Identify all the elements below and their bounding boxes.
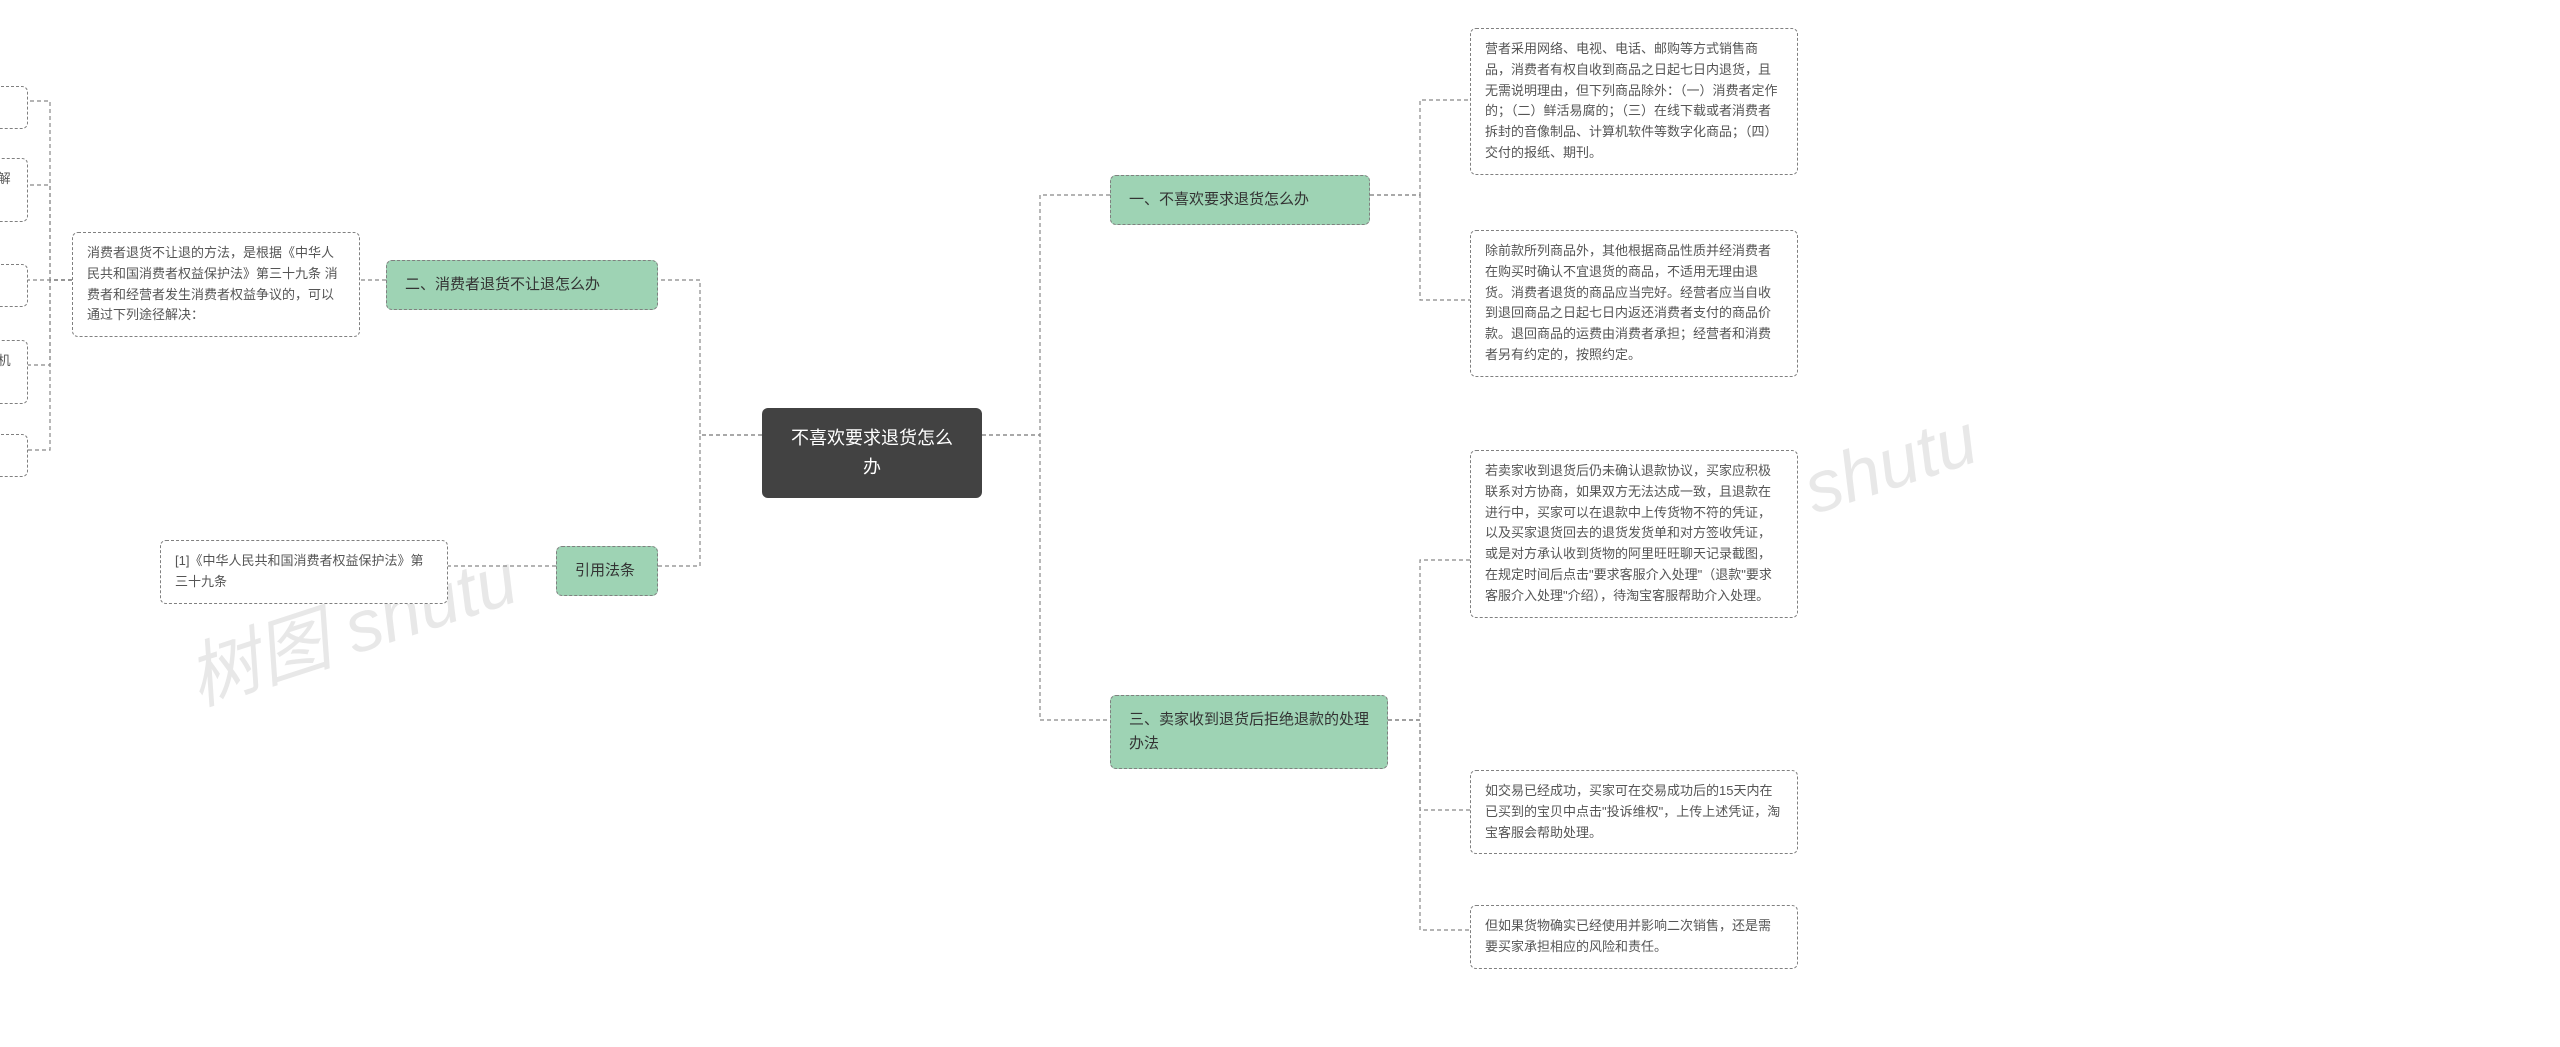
root-label: 不喜欢要求退货怎么办: [791, 428, 953, 477]
leaf-left-2-1: (一)与经营者协商和解；: [0, 86, 28, 129]
branch-label: 三、卖家收到退货后拒绝退款的处理办法: [1129, 711, 1369, 752]
branch-right-1: 一、不喜欢要求退货怎么办: [1110, 175, 1370, 225]
leaf-left-2-5: (五)向人民法院提起诉讼。: [0, 434, 28, 477]
leaf-right-1-2: 除前款所列商品外，其他根据商品性质并经消费者在购买时确认不宜退货的商品，不适用无…: [1470, 230, 1798, 377]
leaf-text: (二)请求消费者协会或者依法成立的其他调解组织调解；: [0, 171, 11, 207]
leaf-left-2-3: (三)向有关行政部门投诉；: [0, 264, 28, 307]
leaf-text: (四)根据与经营者达成的仲裁协议提请仲裁机构仲裁；: [0, 353, 11, 389]
leaf-left-2-4: (四)根据与经营者达成的仲裁协议提请仲裁机构仲裁；: [0, 340, 28, 404]
branch-right-3: 三、卖家收到退货后拒绝退款的处理办法: [1110, 695, 1388, 769]
branch-label: 引用法条: [575, 562, 635, 579]
branch-left-ref: 引用法条: [556, 546, 658, 596]
leaf-text: 若卖家收到退货后仍未确认退款协议，买家应积极联系对方协商，如果双方无法达成一致，…: [1485, 463, 1772, 603]
connector-layer: [0, 0, 2560, 1047]
leaf-text: 如交易已经成功，买家可在交易成功后的15天内在已买到的宝贝中点击"投诉维权"，上…: [1485, 783, 1780, 840]
branch-label: 一、不喜欢要求退货怎么办: [1129, 191, 1309, 208]
leaf-text: 营者采用网络、电视、电话、邮购等方式销售商品，消费者有权自收到商品之日起七日内退…: [1485, 41, 1778, 160]
leaf-left-ref-1: [1]《中华人民共和国消费者权益保护法》第三十九条: [160, 540, 448, 604]
root-node: 不喜欢要求退货怎么办: [762, 408, 982, 498]
leaf-text: 但如果货物确实已经使用并影响二次销售，还是需要买家承担相应的风险和责任。: [1485, 918, 1771, 954]
leaf-right-3-3: 但如果货物确实已经使用并影响二次销售，还是需要买家承担相应的风险和责任。: [1470, 905, 1798, 969]
leaf-left-2-2: (二)请求消费者协会或者依法成立的其他调解组织调解；: [0, 158, 28, 222]
leaf-left-intermediate: 消费者退货不让退的方法，是根据《中华人民共和国消费者权益保护法》第三十九条 消费…: [72, 232, 360, 337]
leaf-right-1-1: 营者采用网络、电视、电话、邮购等方式销售商品，消费者有权自收到商品之日起七日内退…: [1470, 28, 1798, 175]
leaf-text: [1]《中华人民共和国消费者权益保护法》第三十九条: [175, 553, 423, 589]
leaf-text: 除前款所列商品外，其他根据商品性质并经消费者在购买时确认不宜退货的商品，不适用无…: [1485, 243, 1771, 362]
leaf-right-3-2: 如交易已经成功，买家可在交易成功后的15天内在已买到的宝贝中点击"投诉维权"，上…: [1470, 770, 1798, 854]
leaf-text: 消费者退货不让退的方法，是根据《中华人民共和国消费者权益保护法》第三十九条 消费…: [87, 245, 338, 322]
branch-left-2: 二、消费者退货不让退怎么办: [386, 260, 658, 310]
leaf-right-3-1: 若卖家收到退货后仍未确认退款协议，买家应积极联系对方协商，如果双方无法达成一致，…: [1470, 450, 1798, 618]
branch-label: 二、消费者退货不让退怎么办: [405, 276, 600, 293]
